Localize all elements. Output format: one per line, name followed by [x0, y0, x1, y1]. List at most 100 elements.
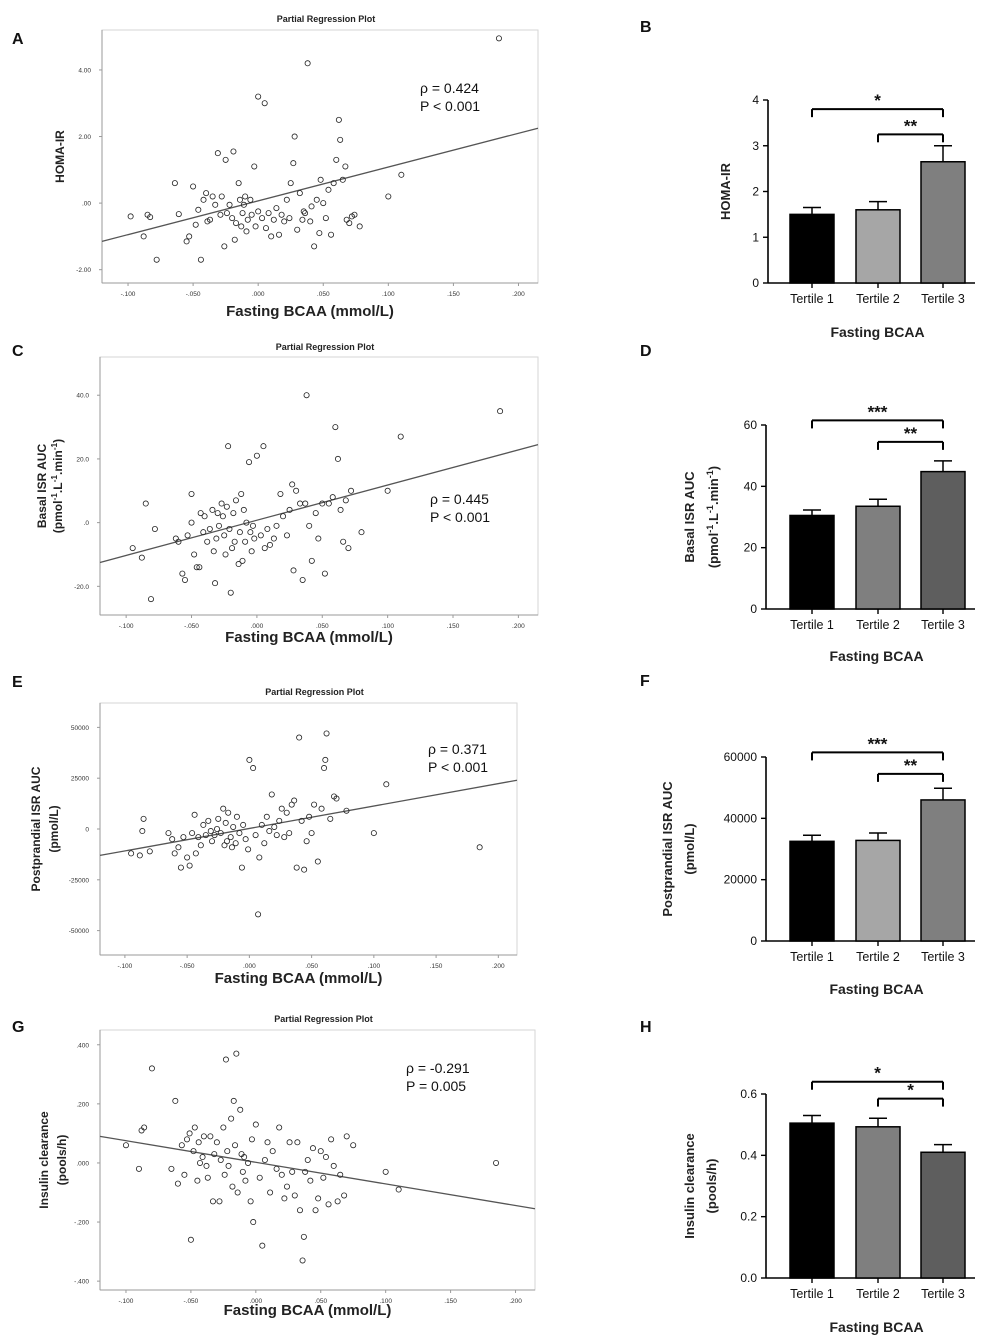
- scatter-point: [311, 801, 318, 808]
- x-tick-label: .100: [379, 1298, 392, 1305]
- x-tick-label: Tertile 2: [856, 618, 900, 632]
- scatter-point: [232, 1142, 239, 1149]
- y-axis-label-unit-part: -1: [705, 505, 715, 513]
- x-tick-label: -.100: [119, 623, 134, 630]
- scatter-point: [358, 529, 365, 536]
- significance-label: *: [874, 1064, 881, 1083]
- scatter-point: [215, 815, 222, 822]
- scatter-point: [227, 589, 234, 596]
- x-tick-label: Tertile 2: [856, 292, 900, 306]
- scatter-point: [253, 452, 260, 459]
- scatter-point: [320, 200, 327, 207]
- scatter-point: [140, 815, 147, 822]
- y-tick-label: .400: [76, 1042, 89, 1049]
- significance-label: ***: [868, 734, 888, 753]
- panel-letter: C: [12, 343, 24, 360]
- y-tick-label: -25000: [69, 877, 90, 884]
- y-tick-label: -.400: [74, 1279, 89, 1286]
- scatter-point: [225, 1162, 232, 1169]
- scatter-point: [308, 830, 315, 837]
- scatter-point: [250, 1219, 257, 1226]
- scatter-point: [273, 832, 280, 839]
- scatter-point: [203, 190, 210, 197]
- scatter-point: [172, 1097, 179, 1104]
- scatter-point: [168, 1165, 175, 1172]
- scatter-point: [256, 1174, 263, 1181]
- scatter-point: [248, 548, 255, 555]
- plot-frame: [99, 356, 539, 616]
- x-tick-label: .150: [430, 963, 443, 970]
- scatter-point: [382, 1168, 389, 1175]
- scatter-point: [140, 233, 147, 240]
- scatter-point: [221, 243, 228, 250]
- scatter-point: [276, 231, 283, 238]
- scatter-point: [239, 557, 246, 564]
- scatter-point: [244, 216, 251, 223]
- x-tick-label: -.100: [121, 291, 136, 298]
- scatter-point: [238, 490, 245, 497]
- p-value-annotation: P < 0.001: [420, 98, 480, 114]
- scatter-point: [239, 1168, 246, 1175]
- y-axis-label-unit: (pmol-1.L-1.min-1): [49, 439, 65, 533]
- scatter-point: [219, 513, 226, 520]
- scatter-point: [351, 211, 358, 218]
- scatter-point: [260, 443, 267, 450]
- y-axis-label-unit-part: (pools/h): [55, 1135, 69, 1186]
- x-tick-label: .200: [512, 291, 525, 298]
- scatter-point: [258, 821, 265, 828]
- scatter-point: [146, 848, 153, 855]
- scatter-point: [342, 497, 349, 504]
- scatter-point: [325, 500, 332, 507]
- scatter-point: [273, 522, 280, 529]
- scatter-point: [211, 832, 218, 839]
- significance-label: **: [904, 756, 918, 775]
- scatter-point: [319, 500, 326, 507]
- y-tick-label: 2.00: [78, 134, 91, 141]
- scatter-point: [277, 490, 284, 497]
- scatter-point: [139, 828, 146, 835]
- panel-h: H 0.0 0.2 0.4 0.6 Tertile 1 Tertile 2 Tertile 3…: [640, 1019, 975, 1335]
- scatter-point: [209, 838, 216, 845]
- x-tick-label: .050: [316, 623, 329, 630]
- scatter-point: [141, 1124, 148, 1131]
- scatter-point: [147, 596, 154, 603]
- scatter-point: [248, 1136, 255, 1143]
- scatter-point: [286, 1139, 293, 1146]
- scatter-point: [148, 1065, 155, 1072]
- scatter-point: [151, 526, 158, 533]
- scatter-point: [273, 1165, 280, 1172]
- scatter-point: [227, 834, 234, 841]
- scatter-point: [235, 561, 242, 568]
- scatter-point: [290, 160, 297, 167]
- panel-letter: D: [640, 343, 652, 360]
- scatter-point: [325, 186, 332, 193]
- x-tick-label: .000: [243, 963, 256, 970]
- scatter-point: [343, 1133, 350, 1140]
- scatter-point: [195, 206, 202, 213]
- scatter-point: [197, 510, 204, 517]
- bar: [920, 161, 966, 284]
- significance-label: *: [874, 91, 881, 110]
- scatter-point: [196, 1159, 203, 1166]
- scatter-point: [281, 218, 288, 225]
- scatter-point: [242, 538, 249, 545]
- scatter-point: [341, 1192, 348, 1199]
- scatter-point: [223, 838, 230, 845]
- scatter-point: [230, 148, 237, 155]
- y-axis-label-part: Insulin clearance: [37, 1111, 51, 1209]
- scatter-point: [356, 223, 363, 230]
- scatter-point: [136, 852, 143, 859]
- scatter-point: [334, 455, 341, 462]
- x-tick-label: .200: [492, 963, 505, 970]
- y-tick-label: 1: [752, 230, 759, 244]
- scatter-point: [175, 538, 182, 545]
- y-axis-label-unit-part: (pools/h): [704, 1159, 719, 1214]
- bar: [920, 799, 966, 942]
- scatter-point: [327, 815, 334, 822]
- scatter-point: [181, 1171, 188, 1178]
- y-axis-label: Insulin clearance: [682, 1133, 697, 1239]
- scatter-point: [250, 765, 257, 772]
- scatter-point: [296, 734, 303, 741]
- x-tick-label: -.100: [117, 963, 132, 970]
